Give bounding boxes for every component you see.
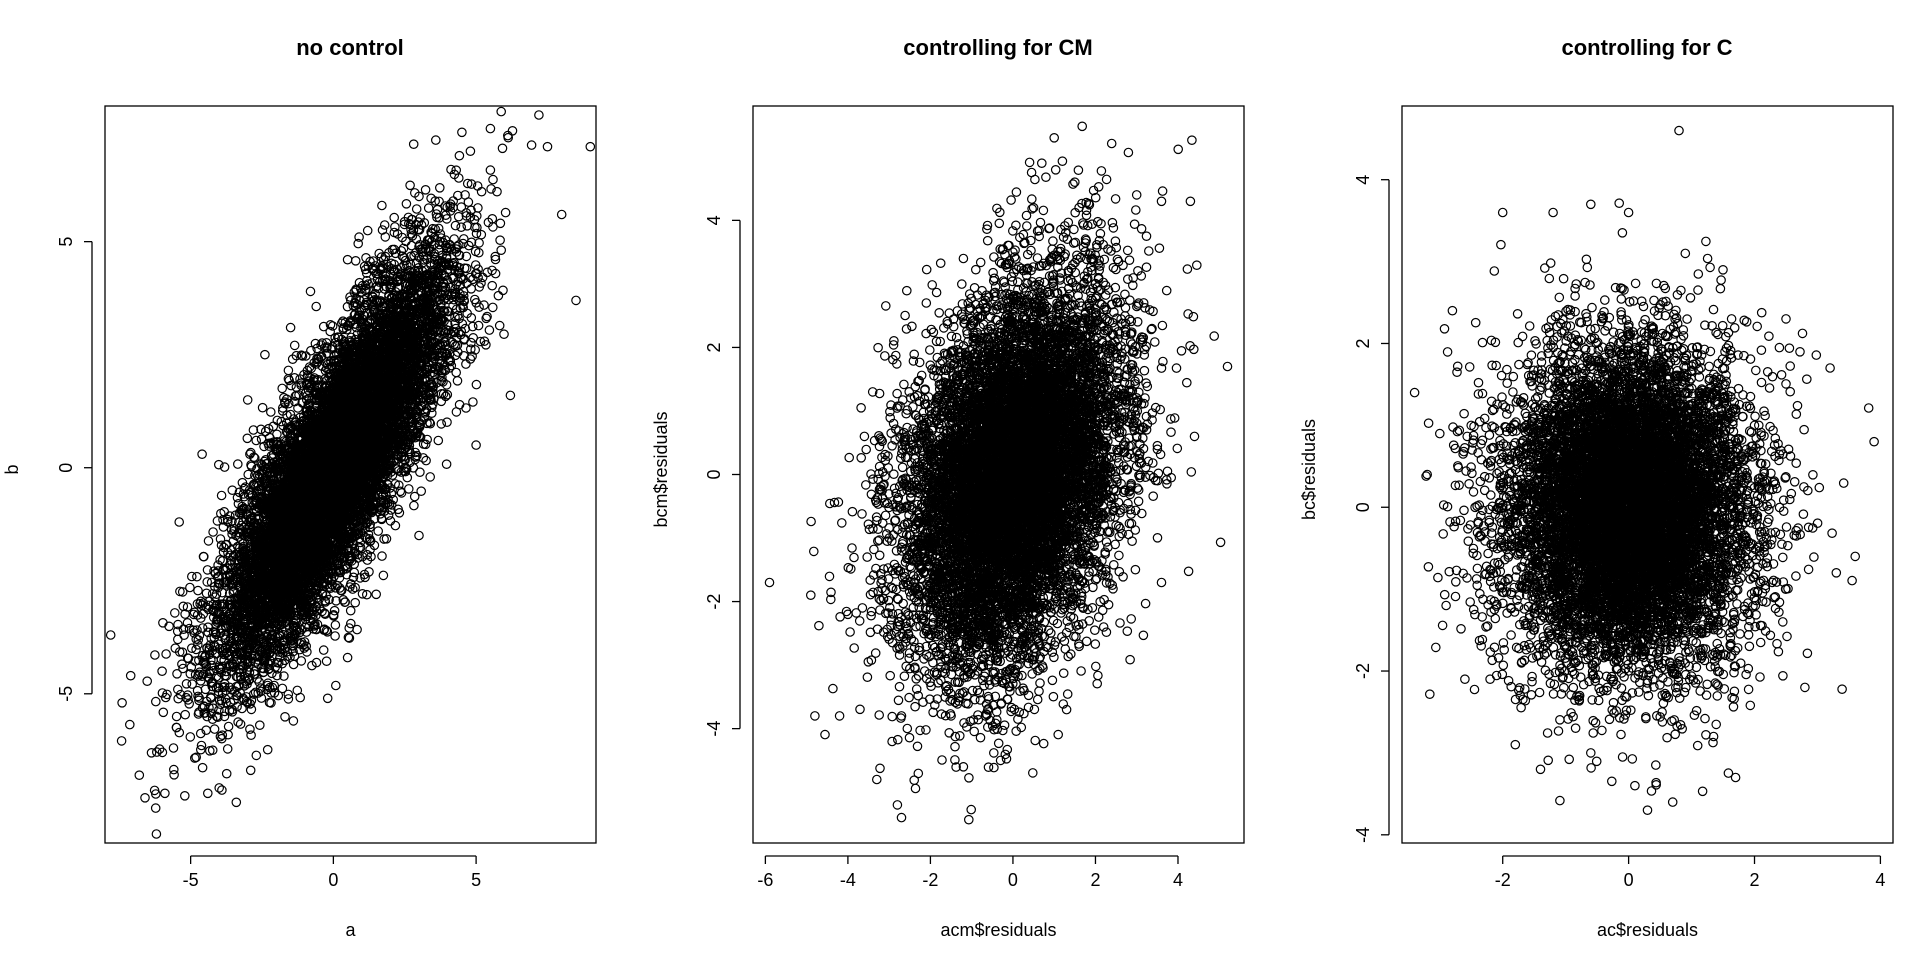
scatter-figure: -5 0 5-505no controlab-6 -4 -2 0 2 4-4-2024cont… <box>0 0 1920 960</box>
